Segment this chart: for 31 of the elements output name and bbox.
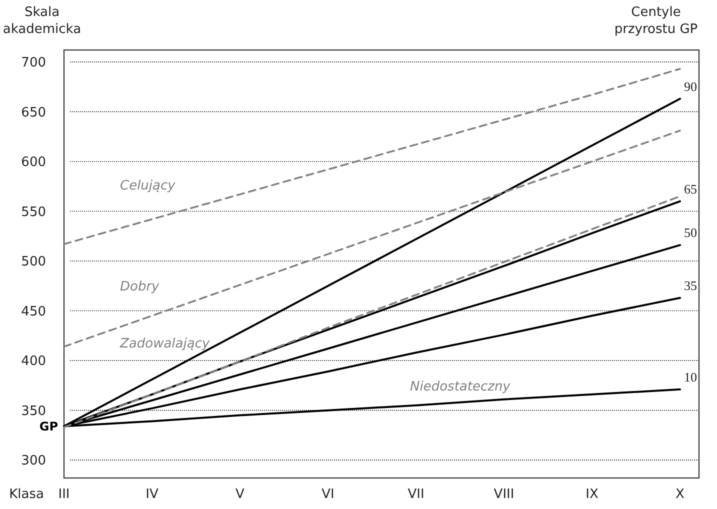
y-axis-title: Skala akademicka <box>2 5 82 37</box>
series-label: 35 <box>684 278 697 293</box>
y-tick-label: 300 <box>21 454 46 469</box>
annotation: Niedostateczny <box>410 380 511 395</box>
series-label: 10 <box>684 369 697 384</box>
y-tick-label: 700 <box>21 55 46 70</box>
annotation: Celujący <box>120 178 176 194</box>
y-tick-label: 650 <box>21 105 46 120</box>
y-tick-label: 500 <box>21 254 46 270</box>
series-label: 50 <box>684 225 697 240</box>
y-tick-label: 600 <box>21 155 46 170</box>
legend-title: Centyle przyrostu GP <box>614 5 698 37</box>
annotation: Dobry <box>120 280 160 295</box>
x-tick-label: VI <box>322 487 334 502</box>
x-axis-title: Klasa <box>9 487 44 502</box>
x-tick-label: IV <box>146 487 158 502</box>
y-tick-label: 450 <box>21 304 46 320</box>
series-label: 90 <box>684 78 697 94</box>
x-tick-label: VII <box>408 487 424 502</box>
annotation: GP <box>39 419 58 434</box>
x-tick-label: III <box>58 487 70 502</box>
y-tick-label: 350 <box>21 404 46 419</box>
y-tick-label: 550 <box>21 204 46 220</box>
x-tick-label: VIII <box>494 487 514 502</box>
line-series <box>63 68 681 245</box>
x-tick-label: V <box>236 487 245 502</box>
series-label: 65 <box>684 181 697 196</box>
x-tick-label: IX <box>586 487 598 502</box>
x-tick-label: X <box>676 487 685 502</box>
annotation: Zadowalający <box>119 336 210 352</box>
y-tick-label: 400 <box>21 354 46 370</box>
